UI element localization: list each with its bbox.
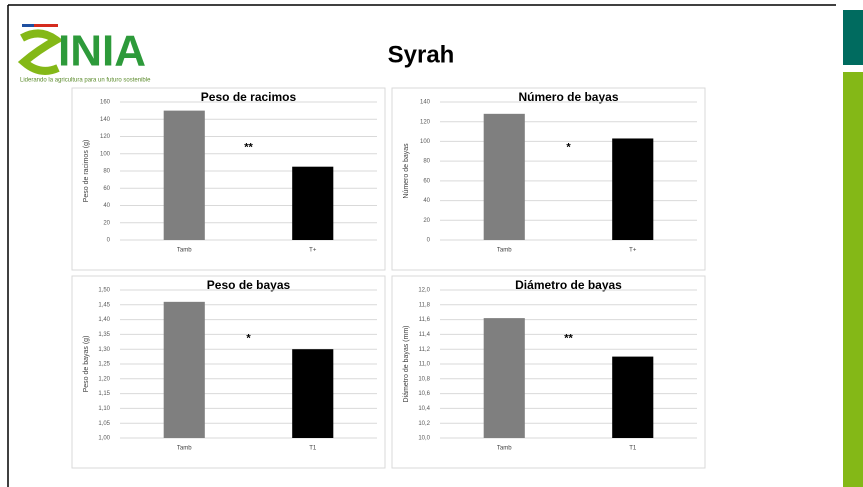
y-axis-label: Diámetro de bayas (mm) [403,325,410,402]
y-tick-label: 1,40 [98,317,110,323]
y-tick-label: 160 [100,100,111,106]
x-tick-label: T1 [629,446,637,452]
x-tick-label: Tamb [177,446,192,452]
chart-panel: Diámetro de bayas Diámetro de bayas (mm) 1… [391,275,706,469]
bar [292,166,334,240]
y-tick-label: 10,2 [418,421,430,427]
chart-title: Peso de bayas [207,278,291,292]
y-tick-label: 10,4 [418,406,430,412]
y-tick-label: 11,8 [419,302,431,308]
y-tick-label: 1,30 [98,347,110,353]
side-band-dark [843,10,863,65]
y-tick-label: 1,35 [98,332,110,338]
y-tick-label: 60 [423,178,430,184]
chart-panel: Peso de bayas Peso de bayas (g) 1,00 1,05 1,… [71,275,386,469]
bar [163,110,205,240]
y-axis-label: Número de bayas [403,143,410,199]
logo-swirl [17,29,64,75]
y-tick-label: 40 [423,198,430,204]
y-tick-label: 1,05 [98,421,110,427]
bar [483,318,525,438]
chart-title: Número de bayas [518,90,618,104]
y-tick-label: 140 [420,100,431,106]
flag-blue [22,24,34,27]
y-tick-label: 20 [423,218,430,224]
significance-annotation: * [246,333,251,345]
bar [612,138,654,240]
panel-frame [71,87,386,271]
significance-annotation: ** [564,333,573,345]
y-tick-label: 11,6 [419,317,431,323]
chart-title: Peso de racimos [201,90,297,104]
y-tick-label: 11,4 [419,332,431,338]
bar [612,356,654,438]
bar [483,113,525,240]
bar [292,349,334,438]
y-tick-label: 80 [103,169,110,175]
panel-frame [391,87,706,271]
x-tick-label: T1 [309,446,317,452]
y-tick-label: 10,6 [418,391,430,397]
y-axis-label: Peso de bayas (g) [83,336,90,393]
logo-tagline: Liderando la agricultura para un futuro … [20,78,151,84]
y-tick-label: 1,20 [98,376,110,382]
y-tick-label: 1,10 [98,406,110,412]
y-tick-label: 1,00 [98,436,110,442]
y-tick-label: 1,50 [98,288,110,294]
y-tick-label: 100 [100,151,111,157]
y-tick-label: 40 [103,203,110,209]
side-band-green [843,72,863,487]
y-axis-label: Peso de racimos (g) [83,140,90,203]
y-tick-label: 1,15 [98,391,110,397]
significance-annotation: * [566,141,571,153]
y-tick-label: 10,8 [418,376,430,382]
y-tick-label: 11,0 [419,362,431,368]
logo: INIA Liderando la agricultura para un fu… [17,24,151,84]
y-tick-label: 80 [423,159,430,165]
x-tick-label: Tamb [497,446,512,452]
y-tick-label: 60 [103,186,110,192]
logo-text: INIA [58,27,146,76]
x-tick-label: T+ [309,248,317,254]
y-tick-label: 12,0 [418,288,430,294]
chart-title: Diámetro de bayas [515,278,622,292]
chart-panel: Número de bayas Número de bayas 0 20 40 60 80 1… [391,87,706,271]
y-tick-label: 11,2 [419,347,431,353]
y-tick-label: 1,45 [98,302,110,308]
y-tick-label: 1,25 [98,362,110,368]
y-tick-label: 120 [100,134,111,140]
slide-title: Syrah [388,41,455,68]
bar [163,301,205,438]
chart-panel: Peso de racimos Peso de racimos (g) 0 20 40 6… [71,87,386,271]
y-tick-label: 0 [427,238,431,244]
x-tick-label: Tamb [497,248,512,254]
flag-red [34,24,58,27]
y-tick-label: 100 [420,139,431,145]
x-tick-label: T+ [629,248,637,254]
y-tick-label: 10,0 [418,436,430,442]
y-tick-label: 0 [107,238,111,244]
y-tick-label: 20 [103,220,110,226]
significance-annotation: ** [244,141,253,153]
y-tick-label: 140 [100,117,111,123]
y-tick-label: 120 [420,119,431,125]
x-tick-label: Tamb [177,248,192,254]
